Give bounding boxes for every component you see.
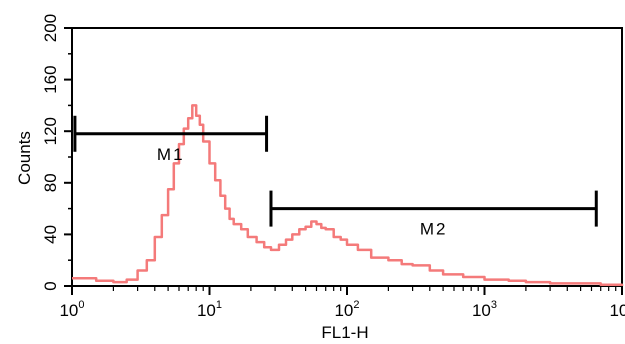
x-tick-label: 101 — [197, 299, 222, 320]
gate-label: M1 — [157, 145, 185, 164]
y-tick-label: 40 — [41, 225, 60, 244]
gate-label: M2 — [420, 220, 448, 239]
x-tick-label: 103 — [472, 299, 497, 320]
gate-m2: M2 — [269, 190, 598, 239]
x-tick-label: 102 — [334, 299, 359, 320]
histogram-series-line — [72, 104, 624, 286]
gate-m1: M1 — [73, 115, 269, 164]
y-tick-label: 200 — [41, 14, 60, 42]
y-tick-label: 80 — [41, 173, 60, 192]
y-axis-label: Counts — [15, 131, 34, 185]
y-tick-label: 160 — [41, 65, 60, 93]
y-tick-label: 0 — [41, 281, 60, 290]
x-axis-label: FL1-H — [321, 323, 368, 342]
y-tick-label: 120 — [41, 117, 60, 145]
x-tick-label: 104 — [609, 299, 625, 320]
x-tick-label: 100 — [59, 299, 84, 320]
